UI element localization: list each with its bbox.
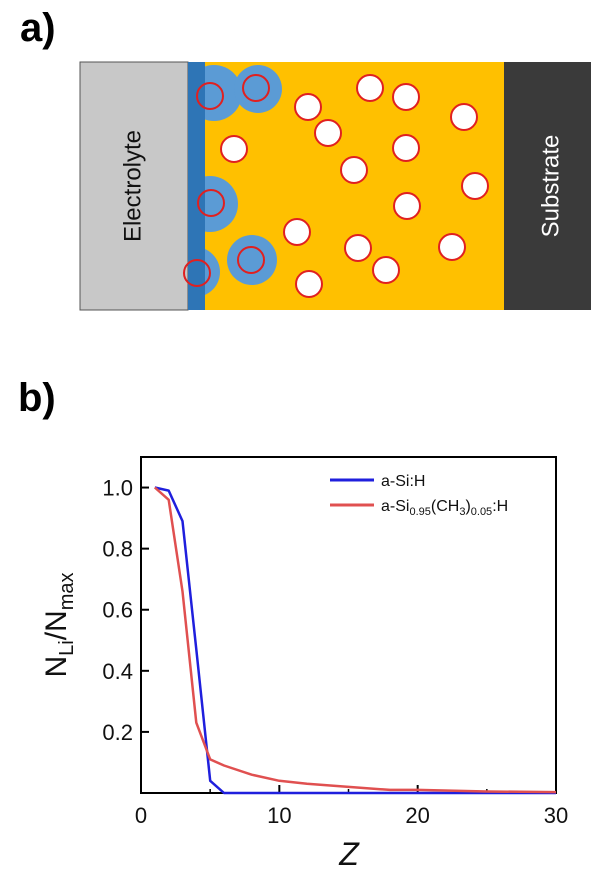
lithiation-schematic: Electrolyte Substrate — [79, 61, 591, 311]
legend-label-a-si-ch3: a-Si0.95(CH3)0.05:H — [381, 498, 508, 518]
x-tick-label: 0 — [135, 803, 147, 828]
plot-area — [140, 456, 557, 794]
particle — [197, 189, 225, 217]
substrate-label: Substrate — [537, 135, 564, 238]
particle — [344, 234, 372, 262]
particle — [461, 172, 489, 200]
particle — [294, 93, 322, 121]
lithiated-region — [234, 65, 282, 113]
x-axis-label: Z — [338, 836, 360, 872]
panel-b-label: b) — [18, 376, 56, 420]
electrolyte-region — [79, 61, 189, 311]
legend: a-Si:H a-Si0.95(CH3)0.05:H — [330, 473, 508, 518]
particle — [340, 156, 368, 184]
y-axis-label: NLi/Nmax — [40, 572, 78, 677]
plot-frame — [140, 456, 557, 794]
particle — [183, 259, 211, 287]
substrate-region — [504, 62, 591, 310]
x-tick-label: 10 — [267, 803, 291, 828]
series-line-a-si-h — [154, 486, 556, 795]
panel-a-label: a) — [20, 6, 56, 50]
x-tick-label: 30 — [544, 803, 568, 828]
electrolyte-label: Electrolyte — [119, 130, 146, 242]
lithiated-region — [227, 235, 277, 285]
y-tick-label: 0.8 — [102, 537, 133, 562]
particle — [392, 134, 420, 162]
legend-label-a-si-h: a-Si:H — [381, 473, 425, 490]
particle — [438, 233, 466, 261]
y-tick-label: 0.6 — [102, 598, 133, 623]
particle — [393, 192, 421, 220]
particle — [220, 135, 248, 163]
particle — [450, 103, 478, 131]
y-tick-label: 0.2 — [102, 720, 133, 745]
particle — [237, 246, 265, 274]
series-line-a-si-ch3 — [153, 486, 557, 794]
particle — [372, 256, 400, 284]
particle — [392, 83, 420, 111]
particles — [183, 74, 489, 298]
y-tick-label: 1.0 — [102, 476, 133, 501]
particle — [356, 74, 384, 102]
particle — [314, 119, 342, 147]
y-tick-label: 0.4 — [102, 659, 133, 684]
lithiated-surface-layer — [188, 62, 205, 310]
particle — [196, 82, 224, 110]
particle — [283, 218, 311, 246]
x-tick-label: 20 — [405, 803, 429, 828]
particle — [295, 270, 323, 298]
particle — [242, 74, 270, 102]
